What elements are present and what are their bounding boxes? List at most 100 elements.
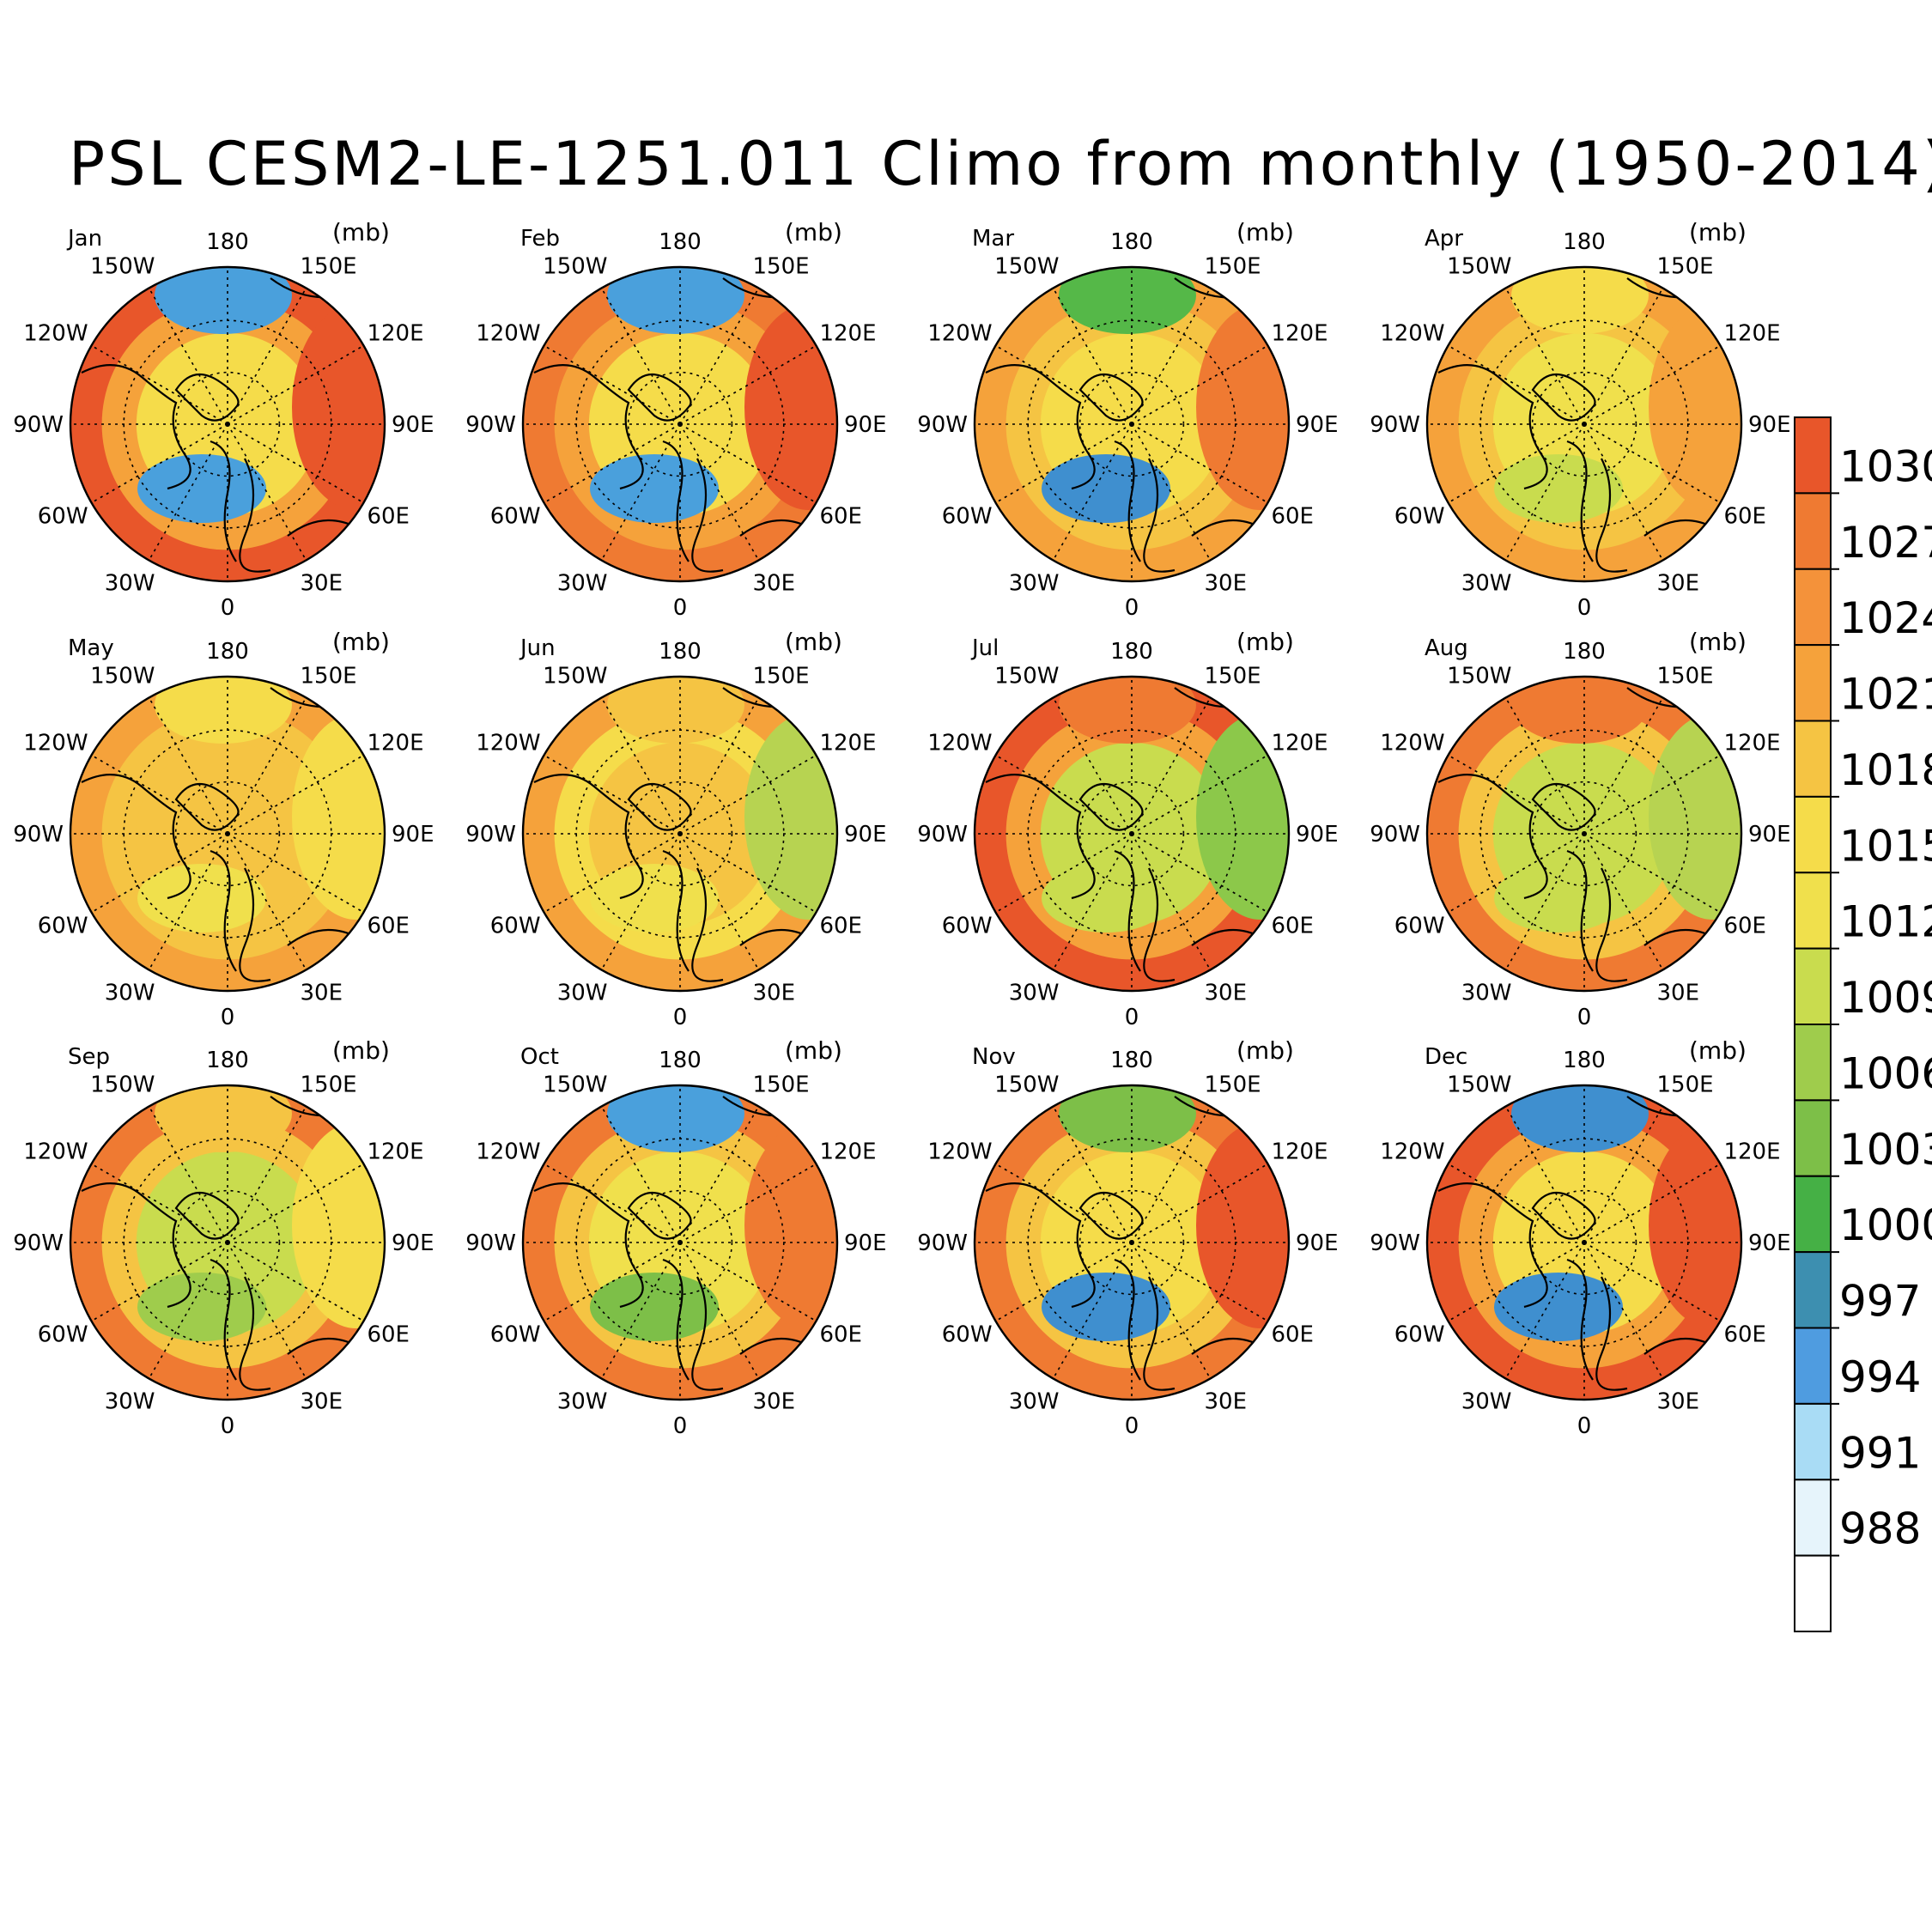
meridian-line: [91, 344, 228, 425]
longitude-label: 30W: [557, 1388, 608, 1414]
meridian-line: [544, 423, 681, 504]
month-label: Jun: [519, 635, 556, 661]
longitude-label: 180: [659, 639, 702, 665]
longitude-label: 120W: [23, 321, 88, 347]
longitude-label: 90W: [465, 822, 516, 848]
longitude-label: 90W: [1370, 412, 1420, 438]
month-panel: Aug (mb) 180 150E 120E 90E 60E 30E 0 30W 60W 90W 120…: [1370, 628, 1790, 1030]
longitude-label: 150E: [301, 664, 357, 690]
colorbar-label: 1027: [1839, 518, 1932, 568]
longitude-label: 120W: [23, 1139, 88, 1165]
month-label: May: [68, 635, 114, 661]
longitude-label: 0: [221, 1005, 235, 1030]
longitude-label: 60W: [942, 504, 993, 530]
longitude-label: 30W: [1009, 980, 1060, 1005]
month-panel: Dec (mb) 180 150E 120E 90E 60E 30E 0 30W 60W 90W 120…: [1370, 1036, 1790, 1439]
siberian-anomaly: [744, 714, 837, 920]
siberian-anomaly: [292, 1122, 385, 1328]
icelandic-anomaly: [137, 864, 266, 933]
pressure-field: [70, 267, 385, 581]
icelandic-anomaly: [137, 1273, 266, 1341]
meridian-line: [600, 288, 681, 425]
pressure-field: [1427, 677, 1741, 991]
meridian-line: [1131, 833, 1268, 914]
coastline: [1437, 277, 1736, 573]
meridian-line: [1504, 697, 1585, 835]
colorbar-label: 991: [1839, 1428, 1921, 1478]
meridian-line: [1131, 1242, 1212, 1379]
longitude-label: 150W: [543, 664, 607, 690]
longitude-label: 30W: [1461, 570, 1512, 596]
longitude-label: 60W: [490, 1322, 541, 1348]
longitude-label: 180: [659, 229, 702, 255]
longitude-label: 90W: [1370, 1230, 1420, 1256]
longitude-label: 90E: [392, 412, 434, 438]
meridian-line: [679, 1242, 817, 1322]
longitude-label: 120E: [819, 321, 876, 347]
colorbar-label: 1030: [1839, 441, 1932, 491]
colorbar-label: 988: [1839, 1504, 1921, 1554]
meridian-line: [1131, 1163, 1268, 1243]
meridian-line: [1583, 833, 1721, 914]
longitude-label: 150W: [90, 254, 155, 280]
meridian-line: [1448, 833, 1585, 914]
latitude-circle: [1078, 781, 1185, 887]
longitude-label: 120W: [476, 731, 540, 756]
month-label: Dec: [1425, 1044, 1467, 1070]
meridian-line: [148, 423, 228, 561]
month-panel: Jun (mb) 180 150E 120E 90E 60E 30E 0 30W 60W 90W 120…: [465, 628, 886, 1030]
longitude-label: 120W: [927, 731, 992, 756]
meridian-line: [91, 833, 228, 914]
icelandic-anomaly: [1042, 864, 1170, 933]
meridian-line: [148, 1106, 228, 1243]
month-panel: Apr (mb) 180 150E 120E 90E 60E 30E 0 30W 60W 90W 120…: [1370, 218, 1790, 621]
aleutian-anomaly: [1059, 267, 1196, 334]
longitude-label: 120W: [23, 731, 88, 756]
icelandic-anomaly: [590, 864, 719, 933]
longitude-label: 30W: [1009, 1388, 1060, 1414]
latitude-circle: [1531, 371, 1637, 477]
longitude-label: 120W: [476, 321, 540, 347]
longitude-label: 150E: [753, 664, 810, 690]
coastline: [1437, 1096, 1736, 1391]
longitude-label: 120W: [1380, 321, 1444, 347]
longitude-label: 150W: [90, 1072, 155, 1098]
meridian-line: [544, 833, 681, 914]
longitude-label: 90E: [1296, 1230, 1339, 1256]
longitude-label: 60E: [367, 1322, 410, 1348]
longitude-label: 90E: [844, 1230, 887, 1256]
meridian-line: [679, 833, 817, 914]
meridian-line: [148, 697, 228, 835]
coastline: [985, 687, 1284, 982]
month-label: Feb: [520, 226, 560, 252]
meridian-line: [600, 833, 681, 970]
longitude-label: 120W: [927, 1139, 992, 1165]
meridian-line: [679, 697, 760, 835]
aleutian-anomaly: [155, 1085, 292, 1152]
longitude-label: 150E: [753, 254, 810, 280]
longitude-label: 30E: [301, 980, 343, 1005]
longitude-label: 60W: [38, 1322, 88, 1348]
colorbar-swatch: [1794, 1175, 1832, 1254]
meridian-line: [995, 754, 1133, 835]
meridian-line: [544, 1163, 681, 1243]
meridian-line: [600, 697, 681, 835]
meridian-line: [1504, 1106, 1585, 1243]
meridian-line: [1504, 833, 1585, 970]
meridian-line: [600, 1242, 681, 1379]
longitude-label: 60E: [1271, 1322, 1314, 1348]
pressure-field: [523, 677, 837, 991]
coastline: [81, 277, 380, 573]
meridian-line: [1052, 423, 1133, 561]
colorbar-swatch: [1794, 1024, 1832, 1102]
coastline: [81, 687, 380, 982]
aleutian-anomaly: [1511, 1085, 1649, 1152]
icelandic-anomaly: [1494, 864, 1623, 933]
longitude-label: 0: [673, 1005, 688, 1030]
longitude-label: 30E: [1205, 1388, 1248, 1414]
units-label: (mb): [1689, 218, 1747, 246]
icelandic-anomaly: [1494, 1273, 1623, 1341]
meridian-line: [1583, 833, 1664, 970]
